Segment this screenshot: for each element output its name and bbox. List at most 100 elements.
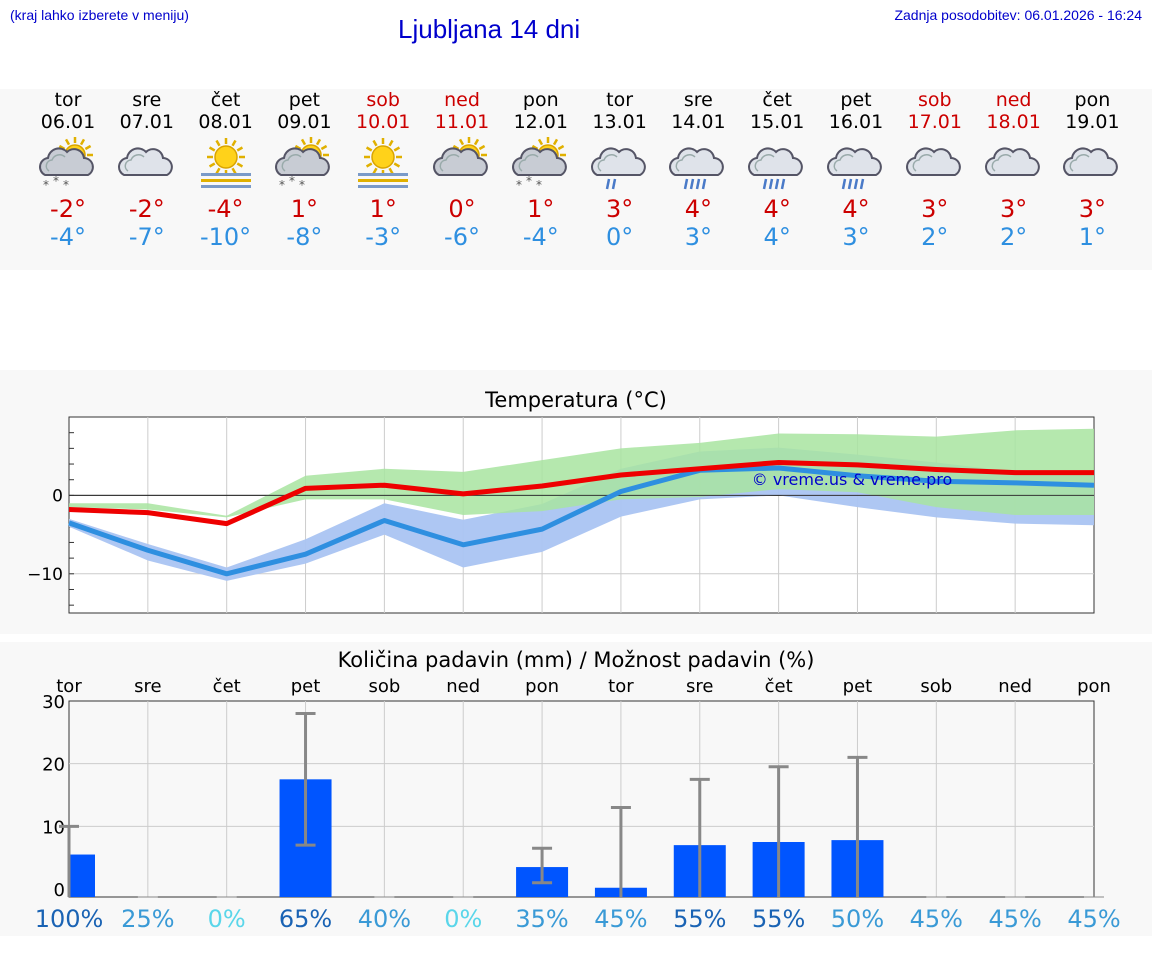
day-column: sob 17.01 3° 2° [895,89,975,251]
x-tick-label: čet [213,676,241,697]
temp-max: 4° [763,195,791,223]
temp-max: 3° [999,195,1028,223]
sun-cloud-snow-icon: * * * [275,137,331,192]
fog-line [358,185,409,188]
day-name: ned [995,89,1032,111]
precip-probability: 100% [35,905,104,933]
cloud-rain-icon [748,147,804,190]
cloud-shape [827,147,882,176]
temp-min: 3° [684,223,713,251]
sun-ray [316,138,322,146]
x-tick-label: sob [368,676,400,697]
raindrop [762,178,768,190]
x-tick-label: pet [291,676,321,697]
sun-ray [215,167,221,175]
sun-ray [79,138,86,146]
x-tick-label: pon [1077,676,1111,697]
icon-shapes [669,147,725,190]
sun-fog-icon [358,138,409,188]
sun-ray [393,146,401,152]
plot-area [68,700,1095,898]
fog-line [200,185,251,188]
precip-probability: 40% [358,905,411,933]
min-temp-line [68,465,1095,577]
sun-fog-icon [200,138,251,188]
day-name: sre [132,89,162,111]
day-column: sre 07.01 -2° -7° [107,89,187,251]
day-column: čet 08.01 -4° -10° [186,89,266,251]
sun-ray [215,139,221,147]
cloud-detail [991,154,1012,172]
raindrop [690,178,695,190]
cloud-shape [590,147,646,176]
temp-max: 4° [684,195,713,223]
precip-probability: 45% [988,905,1041,933]
cloud-detail [45,154,66,172]
temp-max: 4° [842,195,870,223]
x-tick-label: sob [920,676,952,697]
raindrop [702,178,707,190]
day-name: sob [918,89,952,111]
sun-ray [388,139,394,147]
temp-min: 0° [605,223,634,251]
raindrop [696,178,701,190]
y-tick-label: −10 [27,565,63,585]
precip-probability: 0% [444,905,482,933]
precip-bar [69,854,95,897]
day-column: pet 09.01 * * * 1° -8° [264,89,344,251]
cloud-detail [1069,154,1090,172]
location-hint: (kraj lahko izberete v meniju) [10,7,189,23]
snowflake: * [53,174,59,188]
day-name: pon [522,89,559,111]
temperature-chart: 0 −10 © vreme.us & vreme.pro [27,416,1095,614]
day-column: čet 15.01 4° 4° [737,89,817,251]
day-column: tor 06.01 * * * -2° -4° [28,89,108,251]
snowflake: * [289,174,295,188]
day-date: 11.01 [434,111,490,133]
day-date: 09.01 [277,111,332,133]
day-date: 08.01 [198,111,253,133]
cloud-shape [39,147,94,176]
temp-max: 1° [527,195,555,223]
day-date: 19.01 [1065,111,1120,133]
cloud-detail [124,154,145,172]
sun-ray [64,138,71,146]
cloudy-icon [905,147,961,176]
temp-min: 1° [1078,223,1107,251]
sun-ray [208,146,215,152]
temp-max: 3° [605,195,634,223]
day-column: tor 13.01 3° 0° [580,89,660,251]
day-column: pon 19.01 3° 1° [1052,89,1132,251]
x-tick-label: tor [56,676,82,697]
temp-max: 0° [448,195,476,223]
snowflake: * [279,178,285,192]
sun-ray [231,167,237,175]
sun-cloud-icon [433,137,488,176]
sun-ray [478,144,486,151]
icon-shapes [358,138,409,188]
temp-min: -4° [522,223,559,251]
day-date: 12.01 [513,111,568,133]
sun-ray [393,162,401,168]
icon-shapes [827,147,882,190]
raindrop [774,178,780,190]
x-tick-label: tor [608,676,634,697]
cloud-detail [912,154,933,172]
cloud-shape [984,147,1040,176]
raindrop [605,178,610,190]
day-name: čet [762,89,792,111]
cloud-detail [518,154,539,172]
snowflake: * [43,178,49,192]
sun-ray [552,138,558,146]
temp-min: 4° [763,223,791,251]
cloud-shape [117,147,173,176]
day-name: pet [288,89,320,111]
temp-min: -3° [365,223,402,251]
snowflake: * [63,178,69,192]
cloud-shape [433,147,488,176]
raindrop [847,178,853,190]
precip-probability: 50% [831,905,884,933]
icon-shapes: * * * [39,137,94,192]
icon-shapes [590,147,646,190]
